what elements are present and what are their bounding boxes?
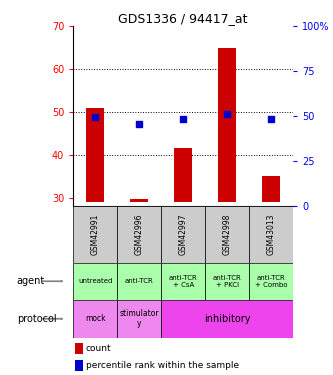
Text: stimulator
y: stimulator y: [120, 309, 159, 328]
Bar: [73, 300, 117, 338]
Text: anti-TCR: anti-TCR: [125, 278, 154, 284]
Bar: [117, 206, 161, 262]
Bar: [174, 148, 192, 202]
Text: protocol: protocol: [17, 314, 56, 324]
Bar: [161, 300, 293, 338]
FancyArrowPatch shape: [43, 318, 62, 319]
Bar: [249, 206, 293, 262]
Text: inhibitory: inhibitory: [204, 314, 250, 324]
Bar: [161, 206, 205, 262]
Bar: [117, 300, 161, 338]
Bar: [205, 262, 249, 300]
Text: percentile rank within the sample: percentile rank within the sample: [86, 361, 239, 370]
FancyArrowPatch shape: [43, 281, 62, 282]
Bar: [218, 48, 236, 202]
Text: agent: agent: [17, 276, 45, 286]
Text: GSM42998: GSM42998: [222, 214, 232, 255]
Bar: [76, 360, 83, 371]
Text: GSM42997: GSM42997: [178, 214, 188, 255]
Bar: [262, 176, 280, 202]
Bar: [76, 343, 83, 354]
Text: anti-TCR
+ CsA: anti-TCR + CsA: [169, 275, 197, 288]
Text: mock: mock: [85, 314, 106, 323]
Bar: [117, 262, 161, 300]
Bar: [205, 206, 249, 262]
Bar: [131, 198, 148, 202]
Point: [93, 114, 98, 120]
Bar: [87, 108, 104, 202]
Text: anti-TCR
+ Combo: anti-TCR + Combo: [255, 275, 287, 288]
Point: [137, 122, 142, 128]
Text: untreated: untreated: [78, 278, 113, 284]
Text: anti-TCR
+ PKCi: anti-TCR + PKCi: [213, 275, 241, 288]
Title: GDS1336 / 94417_at: GDS1336 / 94417_at: [119, 12, 248, 25]
Point: [180, 116, 186, 122]
Text: GSM43013: GSM43013: [266, 214, 276, 255]
Bar: [73, 206, 117, 262]
Text: GSM42991: GSM42991: [91, 214, 100, 255]
Text: GSM42996: GSM42996: [135, 214, 144, 255]
Bar: [249, 262, 293, 300]
Text: count: count: [86, 344, 111, 353]
Bar: [73, 262, 117, 300]
Bar: [161, 262, 205, 300]
Point: [268, 116, 274, 122]
Point: [224, 111, 230, 117]
